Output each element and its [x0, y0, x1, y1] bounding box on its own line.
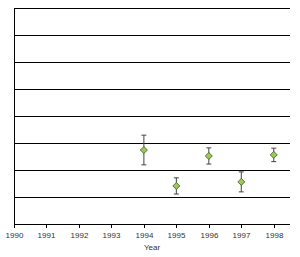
point [238, 178, 245, 185]
x-tick-label: 1998 [266, 231, 284, 240]
x-tick [14, 224, 15, 228]
x-tick [241, 224, 242, 228]
error-cap [141, 164, 146, 165]
grid-line [14, 8, 290, 9]
x-tick [79, 224, 80, 228]
x-tick [209, 224, 210, 228]
grid-line [14, 89, 290, 90]
error-cap [174, 194, 179, 195]
error-cap [239, 171, 244, 172]
point [173, 182, 180, 189]
grid-line [14, 62, 290, 63]
x-tick-label: 1992 [71, 231, 89, 240]
error-cap [206, 147, 211, 148]
x-tick [144, 224, 145, 228]
chart-root: 1990 1991 1992 1993 1994 1995 1996 1997 1998 Year [0, 0, 300, 257]
grid-line [14, 224, 290, 225]
x-axis-title: Year [144, 243, 161, 252]
point [140, 147, 147, 154]
chart: 1990 1991 1992 1993 1994 1995 1996 1997 1998 Year [0, 0, 300, 257]
x-tick-label: 1994 [136, 231, 154, 240]
grid-line [14, 116, 290, 117]
point [205, 152, 212, 159]
error-bar [206, 148, 211, 164]
grid-line [14, 35, 290, 36]
x-tick [111, 224, 112, 228]
error-cap [271, 148, 276, 149]
error-cap [271, 161, 276, 162]
point [270, 151, 277, 158]
y-axis-line [14, 8, 15, 224]
x-tick-label: 1997 [233, 231, 251, 240]
x-tick-label: 1993 [103, 231, 121, 240]
error-cap [239, 191, 244, 192]
error-bar [141, 135, 146, 165]
error-cap [174, 177, 179, 178]
error-cap [206, 164, 211, 165]
x-tick [46, 224, 47, 228]
x-tick-label: 1991 [38, 231, 56, 240]
error-bar [271, 148, 276, 162]
grid-line [14, 197, 290, 198]
error-cap [141, 135, 146, 136]
x-tick [274, 224, 275, 228]
error-bar [239, 172, 244, 192]
error-bar [174, 178, 179, 194]
grid-line [14, 170, 290, 171]
x-tick-label: 1990 [6, 231, 24, 240]
grid-line [14, 143, 290, 144]
x-tick-label: 1995 [168, 231, 186, 240]
x-axis-line [14, 224, 290, 225]
x-tick [176, 224, 177, 228]
plot-marks [140, 135, 277, 194]
x-tick-label: 1996 [201, 231, 219, 240]
